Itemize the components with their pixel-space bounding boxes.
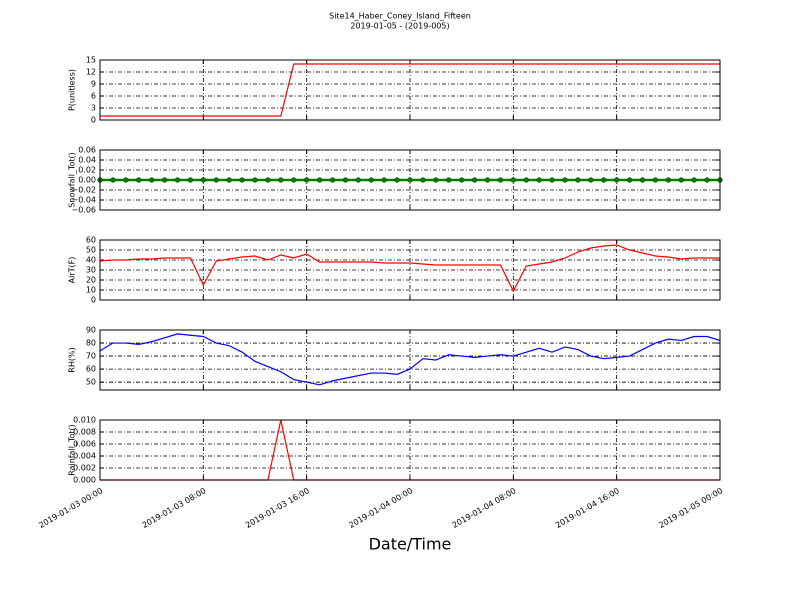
data-point (161, 177, 168, 183)
data-point (291, 177, 297, 183)
y-tick-label: 0.02 (78, 166, 96, 175)
y-tick-label: 30 (86, 266, 96, 275)
plot-frame (99, 239, 721, 301)
plot-frame (99, 329, 721, 391)
data-line (100, 63, 720, 117)
y-tick-label: 60 (86, 365, 96, 374)
data-line (99, 244, 720, 293)
y-axis-label: Snowfall_Tot() (68, 152, 77, 208)
y-tick-label: 3 (91, 104, 96, 113)
data-point (484, 177, 491, 183)
y-tick-label: 0 (91, 116, 96, 125)
y-tick-label: 90 (86, 326, 96, 335)
data-point (575, 177, 581, 183)
data-point (433, 177, 439, 183)
y-tick-label: 0.006 (73, 440, 96, 449)
data-point (265, 177, 271, 183)
y-tick-label: 70 (86, 352, 96, 361)
y-tick-label: 0.000 (73, 476, 96, 485)
data-point (381, 177, 387, 183)
y-tick-label: 0.00 (78, 176, 96, 185)
data-point (123, 177, 129, 183)
x-axis-label: Date/Time (369, 535, 452, 554)
data-point (626, 177, 633, 183)
data-point (174, 177, 181, 183)
y-tick-label: 40 (86, 256, 96, 265)
y-tick-label: 60 (86, 236, 96, 245)
y-tick-label: 15 (86, 56, 96, 65)
data-point (342, 177, 349, 183)
data-point (110, 177, 116, 183)
plot-frame (99, 149, 721, 211)
data-point (239, 177, 245, 183)
data-point (407, 177, 413, 183)
y-tick-label: 0.010 (73, 416, 96, 425)
y-tick-label: 9 (91, 80, 96, 89)
data-point (588, 177, 594, 183)
data-point (523, 177, 529, 183)
data-point (226, 177, 232, 183)
y-tick-label: 0.008 (73, 428, 96, 437)
data-point (446, 177, 452, 183)
data-point (316, 177, 323, 183)
y-tick-label: 6 (91, 92, 96, 101)
y-tick-label: 0 (91, 296, 96, 305)
data-point (510, 177, 516, 183)
y-tick-label: −0.04 (71, 196, 96, 205)
data-point (497, 177, 504, 183)
data-point (355, 177, 361, 183)
data-point (136, 177, 142, 183)
data-point (278, 177, 284, 183)
data-point (639, 177, 646, 183)
y-tick-label: 0.04 (78, 156, 96, 165)
data-point (471, 177, 478, 183)
y-tick-label: 0.004 (73, 452, 96, 461)
data-point (368, 177, 374, 183)
data-point (678, 177, 684, 183)
y-tick-label: 10 (86, 286, 96, 295)
y-axis-label: Rainfall_Tot() (68, 424, 77, 476)
y-tick-label: 0.002 (73, 464, 96, 473)
data-point (252, 177, 258, 183)
y-tick-label: 0.06 (78, 146, 96, 155)
data-line (99, 333, 721, 386)
y-tick-label: 20 (86, 276, 96, 285)
y-tick-label: −0.06 (71, 206, 96, 215)
data-point (213, 177, 219, 183)
data-point (549, 177, 555, 183)
data-point (704, 177, 710, 183)
figure-subtitle: 2019-01-05 - (2019-005) (350, 22, 449, 31)
y-axis-label: P(unitless) (68, 69, 77, 111)
data-point (601, 177, 607, 183)
y-axis-label: AirT(F) (68, 257, 77, 284)
figure-title: Site14_Haber_Coney_Island_Fifteen (329, 12, 471, 21)
plot-frame (99, 419, 721, 481)
data-point (200, 177, 206, 183)
y-tick-label: 12 (86, 68, 96, 77)
y-tick-label: 80 (86, 339, 96, 348)
data-point (614, 177, 620, 183)
data-point (562, 177, 568, 183)
y-tick-label: 50 (86, 378, 96, 387)
plot-frame (99, 59, 721, 121)
data-point (691, 177, 697, 183)
data-point (652, 177, 659, 183)
y-tick-label: −0.02 (71, 186, 96, 195)
y-axis-label: RH(%) (68, 347, 77, 372)
data-point (149, 177, 155, 183)
y-tick-label: 50 (86, 246, 96, 255)
data-point (536, 177, 542, 183)
data-point (394, 177, 400, 183)
data-point (304, 177, 310, 183)
data-point (420, 177, 426, 183)
data-point (187, 177, 194, 183)
data-point (329, 177, 336, 183)
data-point (459, 177, 465, 183)
data-point (665, 177, 671, 183)
